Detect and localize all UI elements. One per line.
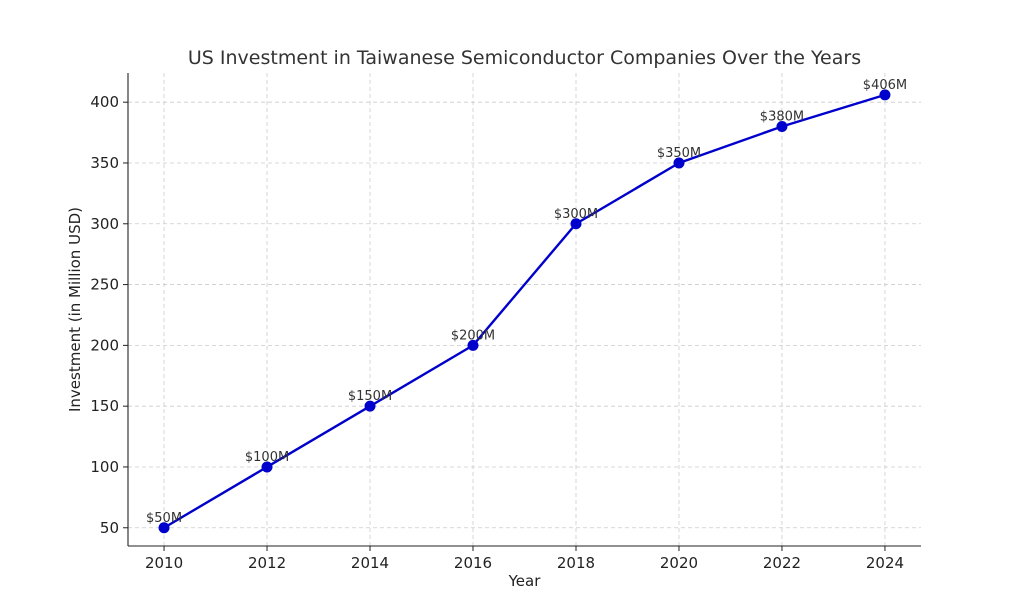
- y-tick-label: 200: [90, 336, 119, 354]
- series-line: [163, 93, 886, 529]
- x-tick-label: 2018: [557, 554, 595, 572]
- data-label: $150M: [348, 389, 392, 404]
- ticks: 2010 2012 2014 2016 2018 2020 2022 2024 50 100 150…: [90, 93, 904, 572]
- data-point: [467, 339, 479, 351]
- data-label: $406M: [863, 78, 907, 93]
- axes: [127, 73, 921, 547]
- y-tick-label: 300: [90, 215, 119, 233]
- data-point: [673, 157, 685, 169]
- x-tick-label: 2012: [248, 554, 286, 572]
- data-point: [879, 89, 891, 101]
- data-point: [570, 218, 582, 230]
- data-label: $300M: [554, 207, 598, 222]
- x-tick-label: 2024: [866, 554, 904, 572]
- chart-title: US Investment in Taiwanese Semiconductor…: [188, 47, 861, 69]
- x-tick-label: 2014: [351, 554, 389, 572]
- series: [158, 89, 891, 534]
- y-tick-label: 400: [90, 93, 119, 111]
- data-labels: $50M $100M $150M $200M $300M $350M $380M $406M: [146, 78, 907, 526]
- data-point: [776, 121, 788, 133]
- data-point: [158, 522, 170, 534]
- grid: [128, 73, 921, 546]
- data-point: [364, 400, 376, 412]
- x-tick-label: 2022: [763, 554, 801, 572]
- data-label: $100M: [245, 450, 289, 465]
- x-tick-label: 2020: [660, 554, 698, 572]
- y-tick-label: 150: [90, 397, 119, 415]
- data-point: [261, 461, 273, 473]
- y-axis-label: Investment (in Million USD): [66, 207, 84, 412]
- data-label: $350M: [657, 146, 701, 161]
- x-tick-label: 2016: [454, 554, 492, 572]
- x-axis-label: Year: [508, 572, 542, 590]
- y-tick-label: 100: [90, 458, 119, 476]
- y-tick-label: 250: [90, 276, 119, 294]
- y-tick-label: 50: [100, 519, 119, 537]
- x-tick-label: 2010: [145, 554, 183, 572]
- data-label: $200M: [451, 328, 495, 343]
- data-label: $380M: [760, 110, 804, 125]
- y-tick-label: 350: [90, 154, 119, 172]
- data-label: $50M: [146, 511, 182, 526]
